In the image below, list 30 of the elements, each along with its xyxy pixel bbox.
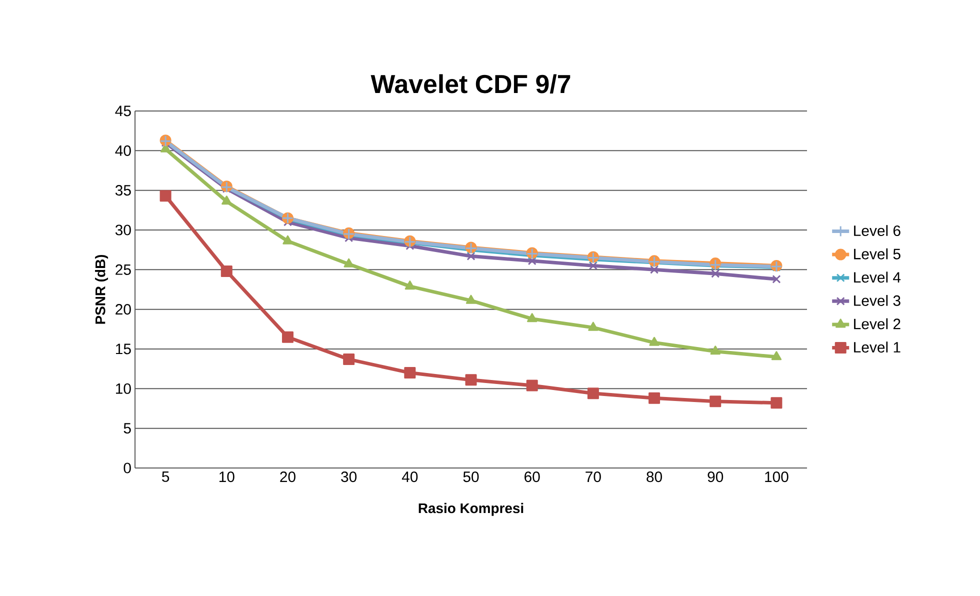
y-tick-label: 0 — [124, 462, 131, 474]
x-tick-label: 10 — [219, 472, 234, 482]
chart-title: Wavelet CDF 9/7 — [370, 74, 570, 94]
x-tick-label: 20 — [280, 472, 296, 482]
y-tick-label: 15 — [116, 344, 131, 354]
y-tick-label: 25 — [116, 264, 131, 275]
y-tick-label: 20 — [116, 304, 131, 315]
legend-label: Level 1 — [854, 342, 900, 353]
y-tick-label: 10 — [116, 383, 131, 394]
x-tick-label: 60 — [524, 472, 540, 482]
x-tick-label: 40 — [402, 472, 418, 482]
y-tick-label: 30 — [115, 224, 131, 236]
y-tick-label: 35 — [115, 185, 131, 196]
legend-label: Level 4 — [854, 272, 901, 283]
y-tick-label: 40 — [115, 145, 131, 156]
x-tick-label: 100 — [765, 472, 788, 482]
x-tick-label: 50 — [463, 472, 479, 482]
x-tick-label: 5 — [162, 472, 170, 482]
x-tick-label: 30 — [341, 472, 357, 482]
y-tick-label: 5 — [124, 423, 131, 434]
legend-label: Level 5 — [854, 248, 900, 260]
x-axis-title: Rasio Kompresi — [418, 502, 524, 516]
y-axis-title: PSNR (dB) — [95, 254, 108, 324]
legend-label: Level 3 — [854, 294, 900, 306]
legend-label: Level 6 — [854, 225, 900, 236]
x-tick-label: 70 — [586, 472, 601, 482]
x-tick-label: 80 — [646, 472, 662, 482]
y-tick-label: 45 — [115, 106, 131, 116]
legend-label: Level 2 — [854, 318, 900, 330]
x-tick-label: 90 — [708, 472, 724, 482]
